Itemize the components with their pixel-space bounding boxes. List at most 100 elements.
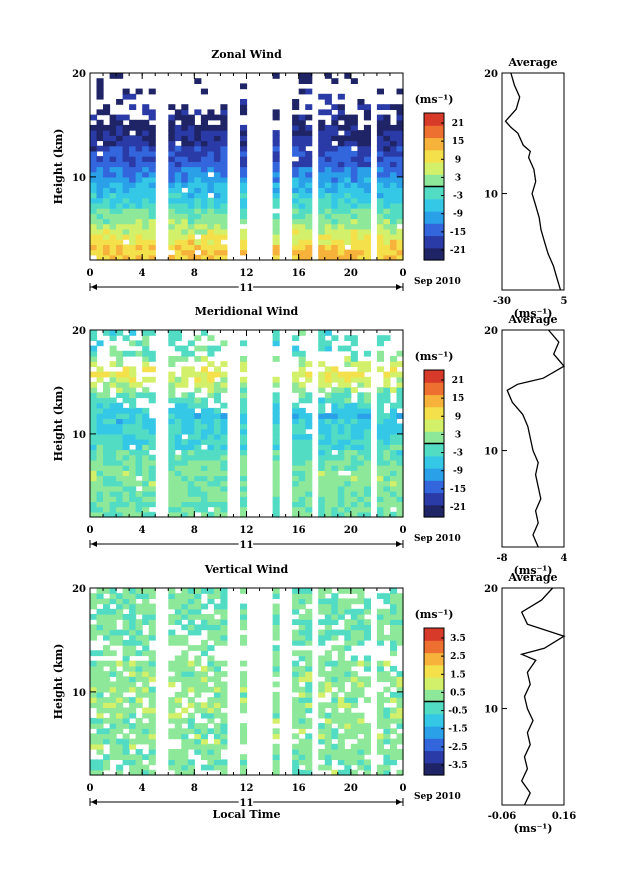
heatmap-cell xyxy=(109,371,117,378)
heatmap-cell xyxy=(142,244,150,251)
heatmap-cell xyxy=(292,350,300,357)
heatmap-cell xyxy=(305,738,313,745)
heatmap-cell xyxy=(90,397,98,404)
heatmap-cell xyxy=(207,470,215,477)
heatmap-cell xyxy=(168,598,176,605)
heatmap-cell xyxy=(142,423,150,430)
heatmap-cell xyxy=(324,182,332,188)
heatmap-cell xyxy=(174,428,182,435)
heatmap-cell xyxy=(324,340,332,347)
heatmap-cell xyxy=(390,166,398,173)
heatmap-cell xyxy=(376,244,384,251)
heatmap-cell xyxy=(363,104,371,110)
heatmap-cell xyxy=(337,345,345,352)
heatmap-cell xyxy=(200,738,208,745)
heatmap-cell xyxy=(168,764,176,771)
heatmap-cell xyxy=(220,506,228,513)
heatmap-cell xyxy=(109,506,117,513)
heatmap-cell xyxy=(292,418,300,425)
heatmap-cell xyxy=(376,197,384,204)
heatmap-cell xyxy=(390,712,398,719)
heatmap-cell xyxy=(116,124,124,131)
heatmap-cell xyxy=(298,130,306,136)
heatmap-cell xyxy=(318,754,326,760)
heatmap-cell xyxy=(298,459,306,466)
heatmap-cell xyxy=(396,629,404,636)
heatmap-cell xyxy=(194,749,202,755)
heatmap-cell xyxy=(90,598,98,605)
heatmap-cell xyxy=(220,161,228,168)
heatmap-cell xyxy=(305,717,313,724)
heatmap-cell xyxy=(272,135,280,142)
heatmap-cell xyxy=(207,161,215,168)
heatmap-cell xyxy=(292,140,300,147)
heatmap-cell xyxy=(96,769,104,776)
heatmap-cell xyxy=(194,254,202,261)
heatmap-cell xyxy=(305,192,313,199)
heatmap-cell xyxy=(220,759,228,766)
colorbar-swatch xyxy=(424,394,444,408)
heatmap-cell xyxy=(344,176,352,183)
heatmap-cell xyxy=(324,150,332,157)
heatmap-cell xyxy=(240,156,248,162)
heatmap-cell xyxy=(213,140,221,147)
heatmap-cell xyxy=(350,723,358,729)
heatmap-cell xyxy=(350,119,358,126)
heatmap-cell xyxy=(96,738,104,745)
heatmap-cell xyxy=(383,114,391,121)
heatmap-cell xyxy=(174,330,182,336)
heatmap-cell xyxy=(148,192,156,199)
heatmap-cell xyxy=(168,485,176,492)
heatmap-cell xyxy=(390,691,398,698)
heatmap-cell xyxy=(142,376,150,383)
heatmap-cell xyxy=(357,187,365,194)
heatmap-cell xyxy=(135,187,143,194)
heatmap-cell xyxy=(240,234,248,240)
heatmap-cell xyxy=(357,361,365,367)
heatmap-cell xyxy=(103,511,111,518)
heatmap-cell xyxy=(337,511,345,518)
heatmap-cell xyxy=(318,150,326,157)
heatmap-cell xyxy=(174,475,182,482)
day-label: 11 xyxy=(240,798,254,809)
heatmap-cell xyxy=(390,366,398,373)
heatmap-cell xyxy=(194,681,202,688)
heatmap-cell xyxy=(331,104,339,110)
heatmap-cell xyxy=(129,234,137,240)
heatmap-cell xyxy=(337,249,345,256)
heatmap-cell xyxy=(129,433,137,440)
heatmap-cell xyxy=(96,428,104,435)
heatmap-cell xyxy=(194,496,202,502)
heatmap-cell xyxy=(324,491,332,497)
heatmap-cell xyxy=(148,234,156,240)
heatmap-cell xyxy=(168,480,176,487)
heatmap-cell xyxy=(181,665,189,672)
heatmap-cell xyxy=(187,624,195,631)
heatmap-cell xyxy=(148,444,156,451)
heatmap-cell xyxy=(318,634,326,641)
heatmap-cell xyxy=(103,150,111,157)
heatmap-cell xyxy=(318,733,326,740)
heatmap-cell xyxy=(324,197,332,204)
heatmap-cell xyxy=(272,423,280,430)
heatmap-cell xyxy=(116,145,124,152)
heatmap-cell xyxy=(122,465,130,471)
heatmap-cell xyxy=(116,738,124,745)
heatmap-cell xyxy=(129,480,137,487)
heatmap-cell xyxy=(213,480,221,487)
heatmap-cell xyxy=(357,511,365,518)
heatmap-cell xyxy=(168,439,176,445)
heatmap-cell xyxy=(103,608,111,615)
heatmap-cell xyxy=(344,439,352,445)
heatmap-cell xyxy=(298,239,306,245)
heatmap-cell xyxy=(240,728,248,735)
heatmap-cell xyxy=(357,624,365,631)
heatmap-cell xyxy=(292,228,300,235)
heatmap-cell xyxy=(187,501,195,508)
heatmap-cell xyxy=(376,480,384,487)
heatmap-cell xyxy=(122,407,130,414)
heatmap-cell xyxy=(181,506,189,513)
heatmap-cell xyxy=(305,371,313,378)
heatmap-cell xyxy=(396,681,404,688)
heatmap-cell xyxy=(122,759,130,766)
